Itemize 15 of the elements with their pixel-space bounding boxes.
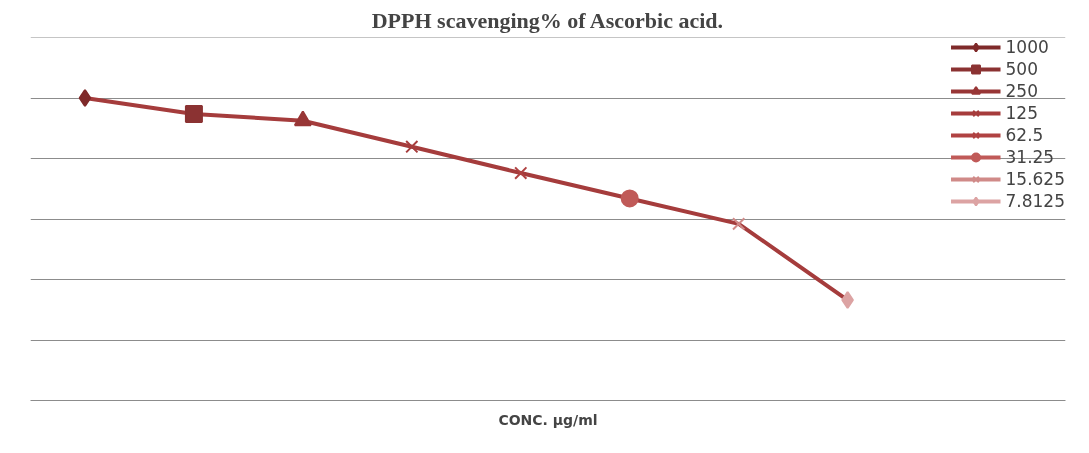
point (514, 166, 528, 180)
point (405, 140, 419, 154)
legend-label: 500 (1005, 59, 1038, 79)
legend-label: 15.625 (1005, 169, 1065, 189)
legend-label: 125 (1005, 103, 1038, 123)
legend-label: 7.8125 (1005, 191, 1065, 211)
point (620, 189, 639, 208)
chart-title: DPPH scavenging% of Ascorbic acid. (371, 7, 724, 33)
legend-label: 250 (1005, 81, 1038, 101)
legend-label: 1000 (1005, 37, 1049, 57)
point (78, 89, 92, 107)
point (732, 217, 746, 231)
point (184, 105, 203, 124)
x-axis-title: CONC. μg/ml (498, 411, 598, 428)
legend-label: 62.5 (1005, 125, 1044, 145)
